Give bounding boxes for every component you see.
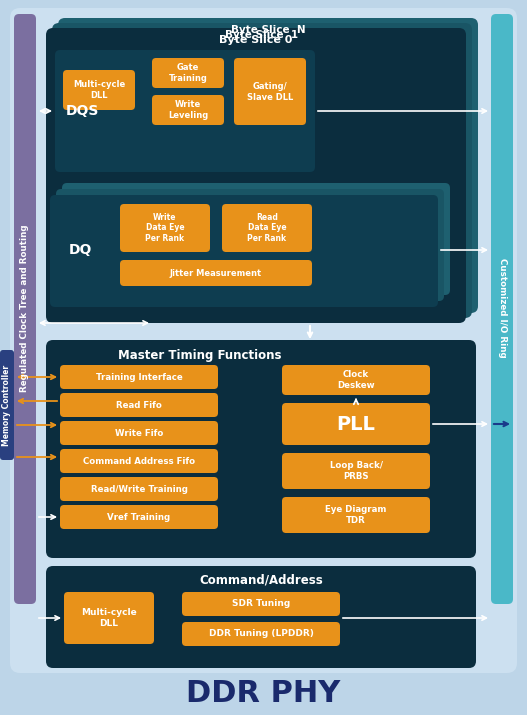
Text: SDR Tuning: SDR Tuning: [232, 599, 290, 608]
Text: Vref Training: Vref Training: [108, 513, 171, 521]
FancyBboxPatch shape: [282, 497, 430, 533]
Text: Multi-cycle
DLL: Multi-cycle DLL: [81, 608, 137, 628]
Text: DQ: DQ: [69, 243, 92, 257]
Text: Byte Slice  N: Byte Slice N: [231, 25, 305, 35]
Text: Gating/
Slave DLL: Gating/ Slave DLL: [247, 82, 293, 102]
Text: PLL: PLL: [337, 415, 375, 433]
FancyBboxPatch shape: [56, 189, 444, 301]
Text: Byte Slice 0: Byte Slice 0: [219, 35, 292, 45]
Text: DDR Tuning (LPDDR): DDR Tuning (LPDDR): [209, 629, 314, 638]
Text: Command/Address: Command/Address: [199, 573, 323, 586]
FancyBboxPatch shape: [60, 365, 218, 389]
Text: Command Address Fifo: Command Address Fifo: [83, 456, 195, 465]
FancyBboxPatch shape: [152, 58, 224, 88]
Text: Read Fifo: Read Fifo: [116, 400, 162, 410]
FancyBboxPatch shape: [282, 403, 430, 445]
FancyBboxPatch shape: [60, 421, 218, 445]
Text: Multi-cycle
DLL: Multi-cycle DLL: [73, 80, 125, 100]
FancyBboxPatch shape: [14, 14, 36, 604]
FancyBboxPatch shape: [46, 340, 476, 558]
Text: Customized I/O Ring: Customized I/O Ring: [497, 258, 506, 358]
FancyBboxPatch shape: [50, 195, 438, 307]
Text: Jitter Measurement: Jitter Measurement: [170, 269, 262, 277]
FancyBboxPatch shape: [282, 453, 430, 489]
FancyBboxPatch shape: [62, 183, 450, 295]
FancyBboxPatch shape: [55, 50, 315, 172]
FancyBboxPatch shape: [10, 8, 517, 673]
FancyBboxPatch shape: [64, 592, 154, 644]
FancyBboxPatch shape: [60, 393, 218, 417]
Text: DQS: DQS: [65, 104, 99, 118]
FancyBboxPatch shape: [182, 592, 340, 616]
Text: Byte Slice  1: Byte Slice 1: [226, 30, 299, 40]
FancyBboxPatch shape: [120, 204, 210, 252]
Text: Read
Data Eye
Per Rank: Read Data Eye Per Rank: [248, 213, 287, 243]
Text: Regulated Clock Tree and Routing: Regulated Clock Tree and Routing: [21, 225, 30, 392]
Text: Training Interface: Training Interface: [95, 373, 182, 382]
FancyBboxPatch shape: [63, 70, 135, 110]
FancyBboxPatch shape: [58, 18, 478, 313]
Text: Write Fifo: Write Fifo: [115, 428, 163, 438]
FancyBboxPatch shape: [234, 58, 306, 125]
Text: DDR PHY: DDR PHY: [186, 679, 340, 708]
Text: Eye Diagram
TDR: Eye Diagram TDR: [325, 505, 387, 525]
Text: Master Timing Functions: Master Timing Functions: [118, 348, 282, 362]
Text: Loop Back/
PRBS: Loop Back/ PRBS: [329, 461, 383, 481]
Text: Read/Write Training: Read/Write Training: [91, 485, 188, 493]
FancyBboxPatch shape: [60, 477, 218, 501]
Text: Clock
Deskew: Clock Deskew: [337, 370, 375, 390]
Text: Write
Data Eye
Per Rank: Write Data Eye Per Rank: [145, 213, 184, 243]
FancyBboxPatch shape: [182, 622, 340, 646]
FancyBboxPatch shape: [46, 566, 476, 668]
Text: Memory Controller: Memory Controller: [3, 365, 12, 445]
FancyBboxPatch shape: [152, 95, 224, 125]
FancyBboxPatch shape: [60, 505, 218, 529]
FancyBboxPatch shape: [222, 204, 312, 252]
FancyBboxPatch shape: [0, 350, 14, 460]
FancyBboxPatch shape: [120, 260, 312, 286]
Text: Gate
Training: Gate Training: [169, 63, 208, 83]
FancyBboxPatch shape: [60, 449, 218, 473]
FancyBboxPatch shape: [282, 365, 430, 395]
Text: Write
Leveling: Write Leveling: [168, 100, 208, 120]
FancyBboxPatch shape: [46, 28, 466, 323]
FancyBboxPatch shape: [52, 23, 472, 318]
FancyBboxPatch shape: [491, 14, 513, 604]
